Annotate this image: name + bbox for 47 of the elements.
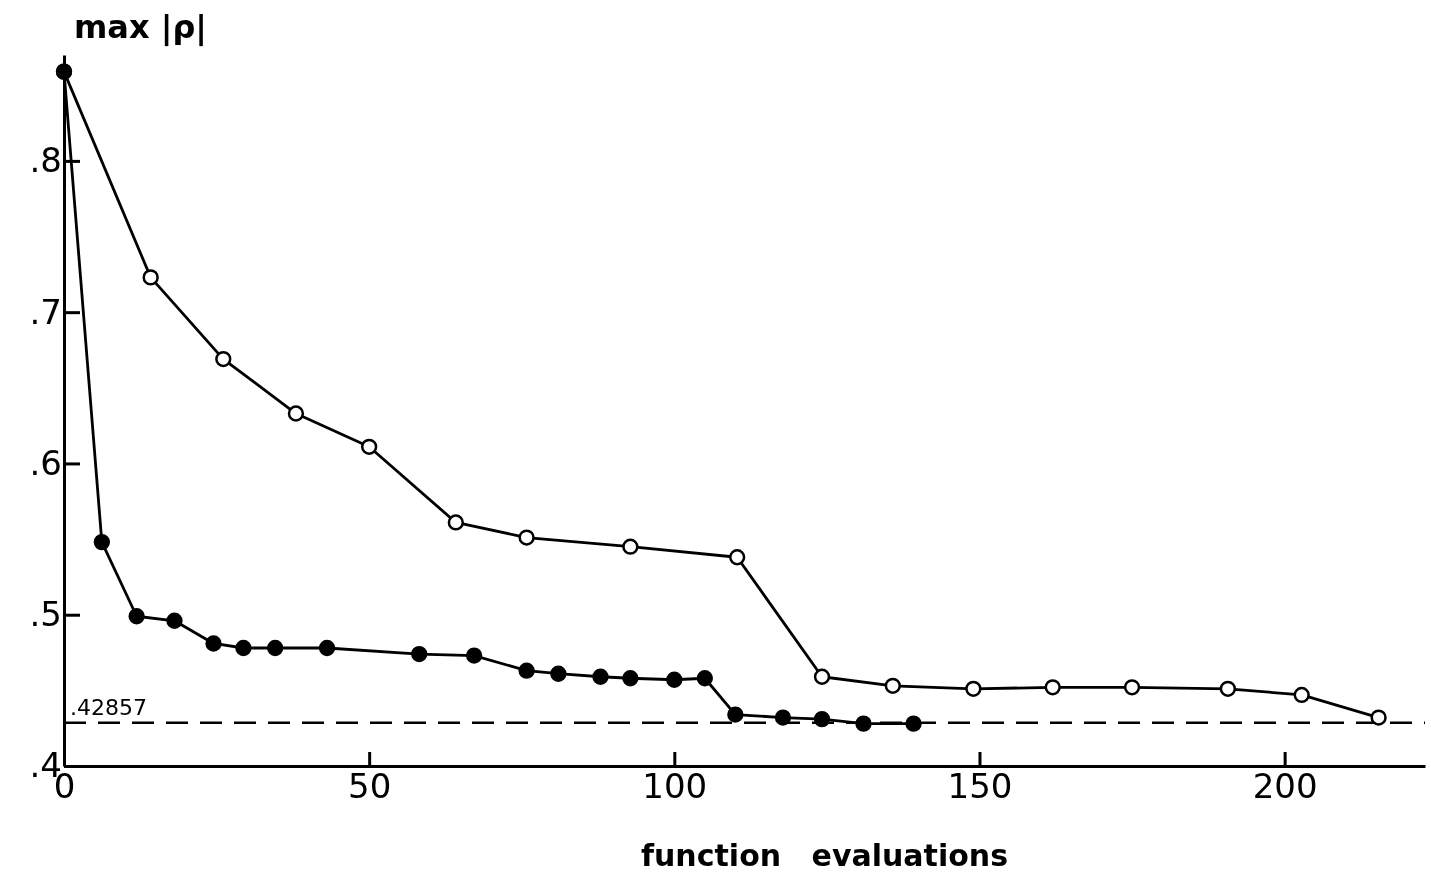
point — [318, 639, 336, 657]
point — [518, 529, 535, 546]
point — [965, 680, 982, 697]
point — [855, 715, 872, 732]
point — [215, 350, 232, 368]
point — [1123, 679, 1141, 696]
point — [550, 665, 567, 682]
point — [518, 662, 535, 679]
point — [267, 639, 284, 657]
point — [142, 269, 159, 286]
point — [465, 647, 483, 664]
y-tick-label: .7 — [29, 291, 62, 332]
point — [166, 612, 183, 629]
point — [813, 668, 831, 685]
point — [592, 668, 609, 685]
point — [727, 706, 744, 723]
point — [411, 645, 428, 663]
point — [1219, 680, 1237, 697]
point — [622, 538, 639, 555]
point — [1370, 709, 1387, 726]
point — [1293, 686, 1310, 704]
y-tick-label: .5 — [29, 594, 62, 635]
x-tick-label: 150 — [947, 765, 1013, 806]
point — [128, 608, 145, 625]
x-axis-title: function evaluations — [640, 838, 1009, 873]
point — [93, 533, 110, 551]
ref-line-label: .42857 — [70, 694, 147, 720]
point — [813, 710, 831, 728]
x-tick-label: 50 — [348, 765, 392, 806]
point — [774, 709, 792, 726]
x-tick-label: 100 — [642, 765, 708, 806]
point — [666, 671, 683, 688]
point — [1044, 679, 1061, 696]
y-axis-title: max |ρ| — [74, 8, 207, 47]
point — [447, 514, 464, 531]
point — [729, 549, 746, 566]
y-tick-label: .6 — [29, 442, 62, 483]
point — [361, 438, 378, 455]
point — [884, 677, 901, 694]
point — [696, 670, 713, 687]
point — [622, 670, 639, 687]
point — [235, 639, 252, 657]
x-tick-label: 200 — [1252, 765, 1318, 806]
y-tick-label: .8 — [29, 140, 62, 181]
point — [287, 405, 305, 422]
point — [205, 635, 222, 652]
point — [905, 715, 922, 732]
